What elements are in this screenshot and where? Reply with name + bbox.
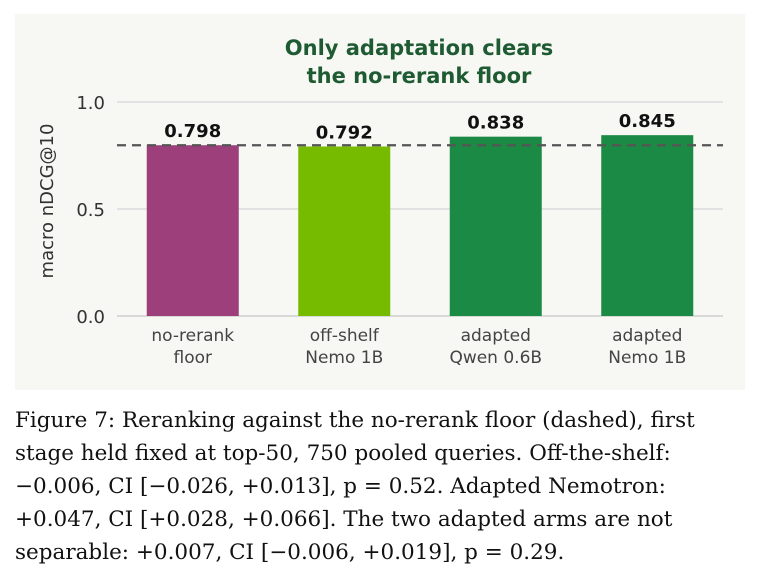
bar-value-label: 0.838 [467,113,524,134]
caption-line: Figure 7: Reranking against the no-reran… [15,408,695,433]
y-tick-label: 0.5 [76,200,105,221]
x-category-label: Qwen 0.6B [449,348,542,368]
y-axis-label: macro nDCG@10 [37,124,58,279]
caption-line: +0.047, CI [+0.028, +0.066]. The two ada… [15,507,673,532]
caption-line: −0.006, CI [−0.026, +0.013], p = 0.52. A… [15,474,666,499]
y-tick-label: 0.0 [76,307,105,328]
bar-value-label: 0.798 [164,121,221,142]
x-category-label: Nemo 1B [608,348,686,368]
bar [298,146,391,316]
caption-line: stage held fixed at top-50, 750 pooled q… [15,441,671,466]
bar [146,145,239,316]
chart-title-line: the no-rerank floor [307,64,532,88]
x-category-label: adapted [612,326,682,346]
bar-value-label: 0.792 [316,123,373,144]
caption-line: separable: +0.007, CI [−0.006, +0.019], … [15,540,565,565]
figure-caption: Figure 7: Reranking against the no-reran… [15,404,746,569]
bar-value-label: 0.845 [619,111,676,132]
x-category-label: Nemo 1B [305,348,383,368]
x-category-label: off-shelf [310,326,380,346]
figure-panel: Only adaptation clears the no-rerank floo… [15,14,745,390]
x-category-label: floor [174,348,213,368]
chart-title-line: Only adaptation clears [285,36,553,60]
bar [601,135,694,316]
x-category-label: no-rerank [151,326,234,346]
bar-chart: Only adaptation clears the no-rerank floo… [37,36,723,368]
x-category-label: adapted [461,326,531,346]
y-tick-label: 1.0 [76,93,105,114]
bar [449,136,542,316]
